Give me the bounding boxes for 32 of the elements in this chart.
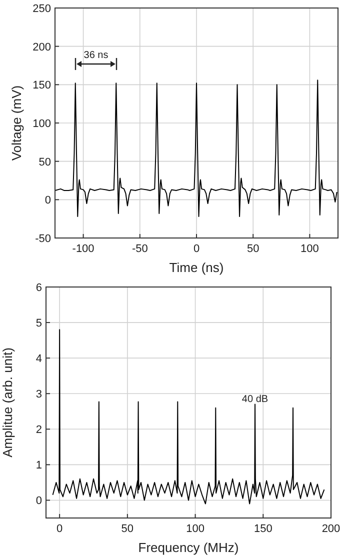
y-tick-label: 3 (36, 388, 42, 401)
y-tick-label: 50 (38, 156, 51, 168)
x-tick-label: -100 (72, 243, 94, 255)
y-tick-label: 2 (36, 424, 42, 436)
y-tick-label: 100 (32, 118, 51, 130)
line-series (55, 80, 338, 218)
x-tick-label: 150 (254, 523, 272, 535)
y-tick-label: 1 (36, 460, 42, 472)
y-tick-label: 250 (32, 3, 51, 15)
y-tick-label: -50 (35, 233, 51, 245)
y-axis-title: Amplitue (arb. unit) (0, 348, 15, 458)
x-tick-label: 100 (300, 243, 319, 255)
y-axis-title: Voltage (mV) (9, 85, 24, 161)
y-tick-label: 4 (36, 353, 42, 366)
x-tick-label: 50 (246, 243, 260, 255)
y-tick-label: 6 (36, 282, 42, 294)
y-tick-label: 5 (36, 318, 42, 330)
x-tick-label: 200 (322, 523, 340, 535)
y-tick-label: 150 (32, 80, 51, 92)
x-tick-label: 0 (56, 523, 63, 535)
line-series (52, 329, 325, 504)
x-tick-label: 50 (121, 523, 134, 535)
x-tick-label: -50 (132, 243, 148, 255)
y-tick-label: 0 (44, 194, 51, 207)
annotation: 36 ns (84, 50, 108, 61)
x-axis-title: Frequency (MHz) (138, 540, 239, 555)
x-tick-label: 100 (186, 523, 204, 535)
y-tick-label: 200 (32, 41, 51, 54)
x-tick-label: 0 (193, 243, 200, 255)
annotation: 40 dB (242, 394, 268, 405)
y-tick-label: 0 (36, 495, 42, 508)
x-axis-title: Time (ns) (169, 260, 224, 275)
